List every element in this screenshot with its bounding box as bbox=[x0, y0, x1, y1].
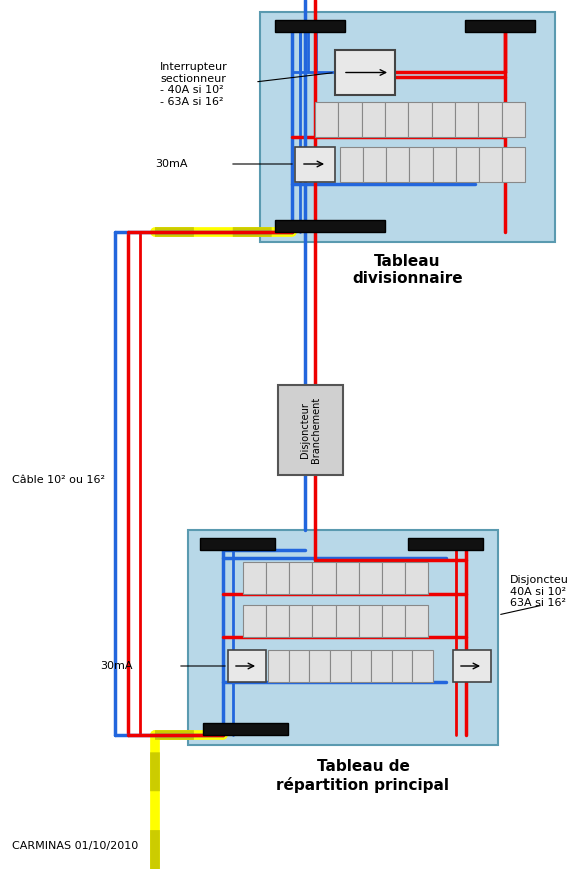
Bar bbox=[278, 385, 343, 475]
Text: CARMINAS 01/10/2010: CARMINAS 01/10/2010 bbox=[12, 841, 138, 851]
Bar bbox=[200, 538, 275, 550]
Bar bbox=[385, 102, 408, 137]
Text: Disjoncteur
Branchement: Disjoncteur Branchement bbox=[300, 397, 321, 463]
Bar bbox=[409, 147, 433, 182]
Bar bbox=[295, 147, 335, 182]
Text: 30mA: 30mA bbox=[100, 661, 133, 671]
Bar bbox=[203, 723, 288, 735]
Bar bbox=[405, 562, 428, 594]
Bar bbox=[431, 102, 455, 137]
Bar bbox=[382, 605, 405, 637]
Bar bbox=[502, 102, 525, 137]
Text: 30mA: 30mA bbox=[155, 159, 188, 169]
Bar bbox=[312, 605, 336, 637]
Bar bbox=[275, 20, 345, 32]
Bar bbox=[358, 562, 382, 594]
Bar bbox=[260, 12, 555, 242]
Bar bbox=[479, 147, 502, 182]
Bar bbox=[243, 605, 266, 637]
Bar bbox=[455, 102, 479, 137]
Bar bbox=[371, 650, 392, 682]
Bar bbox=[382, 562, 405, 594]
Bar bbox=[408, 102, 431, 137]
Bar bbox=[350, 650, 371, 682]
Bar bbox=[289, 650, 309, 682]
Bar bbox=[433, 147, 456, 182]
Bar bbox=[479, 102, 502, 137]
Bar bbox=[465, 20, 535, 32]
Bar bbox=[392, 650, 412, 682]
Bar bbox=[266, 605, 289, 637]
Bar bbox=[266, 562, 289, 594]
Bar bbox=[340, 147, 363, 182]
Bar bbox=[362, 102, 385, 137]
Bar bbox=[315, 102, 338, 137]
Text: Tableau
divisionnaire: Tableau divisionnaire bbox=[352, 254, 463, 287]
Bar bbox=[502, 147, 525, 182]
Text: Câble 10² ou 16²: Câble 10² ou 16² bbox=[12, 475, 105, 485]
Bar bbox=[275, 220, 385, 232]
Bar bbox=[330, 650, 350, 682]
Text: Tableau de
répartition principal: Tableau de répartition principal bbox=[277, 759, 450, 793]
Bar bbox=[289, 605, 312, 637]
Text: Disjoncteur
40A si 10²
63A si 16²: Disjoncteur 40A si 10² 63A si 16² bbox=[510, 575, 567, 608]
Bar bbox=[243, 562, 266, 594]
Bar bbox=[412, 650, 433, 682]
Bar bbox=[268, 650, 289, 682]
Bar bbox=[188, 530, 498, 745]
Bar bbox=[338, 102, 362, 137]
Bar bbox=[363, 147, 386, 182]
Bar bbox=[335, 50, 395, 95]
Bar bbox=[228, 650, 266, 682]
Bar bbox=[405, 605, 428, 637]
Bar bbox=[453, 650, 491, 682]
Bar bbox=[456, 147, 479, 182]
Bar bbox=[408, 538, 483, 550]
Bar bbox=[289, 562, 312, 594]
Bar bbox=[309, 650, 330, 682]
Text: Interrupteur
sectionneur
- 40A si 10²
- 63A si 16²: Interrupteur sectionneur - 40A si 10² - … bbox=[160, 62, 228, 107]
Bar bbox=[336, 562, 358, 594]
Bar bbox=[386, 147, 409, 182]
Bar bbox=[312, 562, 336, 594]
Bar bbox=[336, 605, 358, 637]
Bar bbox=[358, 605, 382, 637]
